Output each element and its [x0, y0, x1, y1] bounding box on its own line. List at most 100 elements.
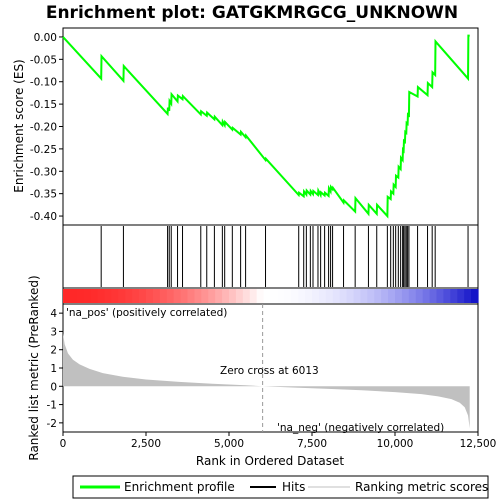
- correlation-color-bar: [62, 287, 479, 305]
- hit-lines: [100, 226, 469, 287]
- color-bar-segment: [312, 289, 320, 303]
- x-tick-label: 2,500: [131, 438, 161, 450]
- color-bar-segment: [173, 289, 182, 303]
- es-panel: 0.00 -0.05 -0.10 -0.15 -0.20 -0.25 -0.30 -0.35 -…: [12, 27, 479, 226]
- color-bar-segment: [471, 289, 479, 303]
- es-y-axis-label: Enrichment score (ES): [12, 59, 26, 192]
- color-bar-segment: [242, 289, 251, 303]
- legend-label-hits: Hits: [282, 480, 305, 494]
- x-tick-label: 5,000: [214, 438, 244, 450]
- color-bar-segment: [76, 289, 85, 303]
- legend-label-enrichment-profile: Enrichment profile: [124, 480, 235, 494]
- legend-label-ranking-metric: Ranking metric scores: [355, 480, 488, 494]
- legend: Enrichment profile Hits Ranking metric s…: [72, 475, 489, 499]
- metric-y-ticks: 4 3 2 1 0 -1 -2: [47, 308, 63, 430]
- color-bar-segment: [194, 289, 202, 303]
- color-bar-segment: [263, 289, 272, 303]
- color-bar-segment: [201, 289, 209, 303]
- color-bar-segment: [63, 289, 71, 303]
- color-bar-segment: [346, 289, 355, 303]
- color-bar-segment: [146, 289, 154, 303]
- metric-y-tick-label: -2: [47, 418, 57, 430]
- color-bar-segment: [270, 289, 279, 303]
- color-bar-segment: [457, 289, 465, 303]
- metric-y-axis-label: Ranked list metric (PreRanked): [27, 275, 41, 460]
- color-bar-segment: [222, 289, 230, 303]
- metric-y-tick-label: 0: [50, 381, 57, 393]
- color-bar-segment: [118, 289, 126, 303]
- hits-panel: [62, 224, 479, 289]
- color-bar-segment: [325, 289, 334, 303]
- color-bar-segment: [464, 289, 472, 303]
- color-bar-segment: [450, 289, 458, 303]
- color-bar-segment: [395, 289, 403, 303]
- metric-panel: 4 3 2 1 0 -1 -2 0 2,500 5,000 7,500 10,000 12,500 '…: [27, 275, 496, 468]
- color-bar-segment: [298, 289, 306, 303]
- color-bar-segment: [208, 289, 216, 303]
- color-bar-segment: [90, 289, 99, 303]
- metric-y-tick-label: -1: [47, 400, 57, 412]
- chart-title: Enrichment plot: GATGKMRGCG_UNKNOWN: [46, 3, 458, 23]
- color-bar-segment: [83, 289, 92, 303]
- metric-y-tick-label: 4: [50, 308, 57, 320]
- color-bar-segment: [125, 289, 133, 303]
- color-bar-segment: [436, 289, 445, 303]
- color-bar-segment: [415, 289, 424, 303]
- color-bar-segment: [339, 289, 348, 303]
- color-bar-segment: [215, 289, 223, 303]
- color-bar-segment: [187, 289, 196, 303]
- color-bar-segment: [97, 289, 106, 303]
- color-bar-segment: [332, 289, 341, 303]
- hits-panel-frame: [62, 224, 479, 289]
- color-bar-segment: [353, 289, 362, 303]
- color-bar-segment: [159, 289, 168, 303]
- color-bar-segment: [381, 289, 389, 303]
- es-y-tick-label: -0.05: [30, 54, 57, 66]
- color-bar-segment: [408, 289, 417, 303]
- color-bar-segment: [374, 289, 382, 303]
- legend-frame: [72, 475, 489, 499]
- color-bar-segment: [401, 289, 410, 303]
- x-tick-label: 7,500: [297, 438, 327, 450]
- color-bar-segment: [139, 289, 147, 303]
- color-bar-segment: [429, 289, 438, 303]
- color-bar-segment: [443, 289, 451, 303]
- color-bar-segment: [111, 289, 119, 303]
- color-bar-segment: [367, 289, 375, 303]
- color-bar-segment: [305, 289, 313, 303]
- positive-correlation-label: 'na_pos' (positively correlated): [66, 307, 227, 319]
- es-y-tick-label: -0.40: [30, 211, 57, 223]
- color-bar-segment: [132, 289, 140, 303]
- color-bar-segment: [388, 289, 396, 303]
- zero-cross-label: Zero cross at 6013: [220, 365, 319, 377]
- color-bar-segment: [256, 289, 265, 303]
- es-y-tick-label: 0.00: [34, 32, 57, 44]
- color-bar-segment: [69, 289, 78, 303]
- color-bar-segment: [291, 289, 299, 303]
- es-y-tick-label: -0.25: [30, 144, 57, 156]
- color-bar-segment: [360, 289, 368, 303]
- color-bar-segment: [229, 289, 237, 303]
- metric-x-ticks: 0 2,500 5,000 7,500 10,000 12,500: [60, 432, 496, 450]
- color-bar-segment: [104, 289, 113, 303]
- color-bar-segment: [284, 289, 292, 303]
- negative-correlation-label: 'na_neg' (negatively correlated): [277, 422, 444, 434]
- metric-y-tick-label: 3: [50, 326, 57, 338]
- enrichment-profile-line: [62, 34, 470, 219]
- color-bar-segment: [249, 289, 258, 303]
- metric-y-tick-label: 2: [50, 345, 57, 357]
- es-y-tick-label: -0.20: [30, 122, 57, 134]
- es-y-tick-label: -0.30: [30, 166, 57, 178]
- es-y-tick-label: -0.10: [30, 77, 57, 89]
- x-axis-label: Rank in Ordered Dataset: [196, 454, 344, 468]
- color-bar-segments: [63, 289, 479, 303]
- es-y-ticks: 0.00 -0.05 -0.10 -0.15 -0.20 -0.25 -0.30 -0.35 -…: [30, 32, 63, 223]
- es-y-tick-label: -0.15: [30, 99, 57, 111]
- es-y-tick-label: -0.35: [30, 189, 57, 201]
- color-bar-segment: [422, 289, 431, 303]
- es-panel-frame: [62, 27, 479, 226]
- color-bar-segment: [277, 289, 285, 303]
- color-bar-segment: [235, 289, 244, 303]
